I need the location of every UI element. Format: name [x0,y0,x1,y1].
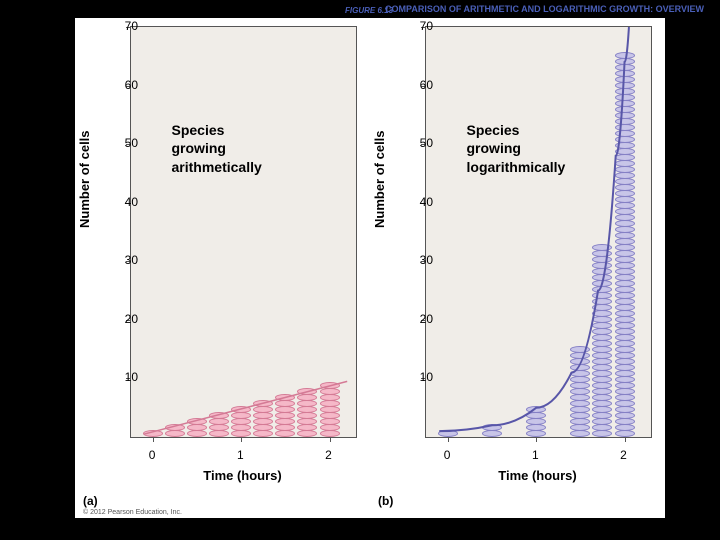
y-tick-label: 40 [420,195,433,209]
y-tick-label: 30 [420,253,433,267]
growth-curve [426,27,651,437]
x-tick [153,437,154,442]
panel-label-a: (a) [83,494,98,508]
y-tick-label: 70 [420,19,433,33]
y-tick-label: 30 [125,253,138,267]
y-tick-label: 20 [125,312,138,326]
x-tick [536,437,537,442]
panel-b: Number of cells Speciesgrowinglogarithmi… [370,18,665,518]
y-tick-label: 50 [420,136,433,150]
x-tick [241,437,242,442]
x-tick-label: 1 [532,448,539,462]
y-tick-label: 50 [125,136,138,150]
x-tick-label: 1 [237,448,244,462]
x-tick-label: 2 [620,448,627,462]
y-tick-label: 70 [125,19,138,33]
copyright: © 2012 Pearson Education, Inc. [83,509,182,516]
x-tick-label: 2 [325,448,332,462]
annotation: Speciesgrowingarithmetically [172,121,262,176]
panel-label-b: (b) [378,494,393,508]
x-axis-label-a: Time (hours) [130,468,355,483]
annotation: Speciesgrowinglogarithmically [467,121,566,176]
x-axis-label-b: Time (hours) [425,468,650,483]
figure-title: COMPARISON OF ARITHMETIC AND LOGARITHMIC… [385,4,704,14]
growth-curve [131,27,356,437]
x-tick-label: 0 [149,448,156,462]
y-tick-label: 20 [420,312,433,326]
x-tick [448,437,449,442]
y-tick-label: 10 [420,370,433,384]
plot-area-a: Speciesgrowingarithmetically [130,26,357,438]
panel-a: Number of cells Speciesgrowingarithmetic… [75,18,370,518]
x-tick [625,437,626,442]
y-tick-label: 60 [125,78,138,92]
y-tick-label: 40 [125,195,138,209]
y-axis-label-b: Number of cells [372,130,387,228]
y-tick-label: 60 [420,78,433,92]
x-tick [330,437,331,442]
panels-container: Number of cells Speciesgrowingarithmetic… [75,18,665,518]
plot-area-b: Speciesgrowinglogarithmically [425,26,652,438]
y-axis-label-a: Number of cells [77,130,92,228]
y-tick-label: 10 [125,370,138,384]
x-tick-label: 0 [444,448,451,462]
